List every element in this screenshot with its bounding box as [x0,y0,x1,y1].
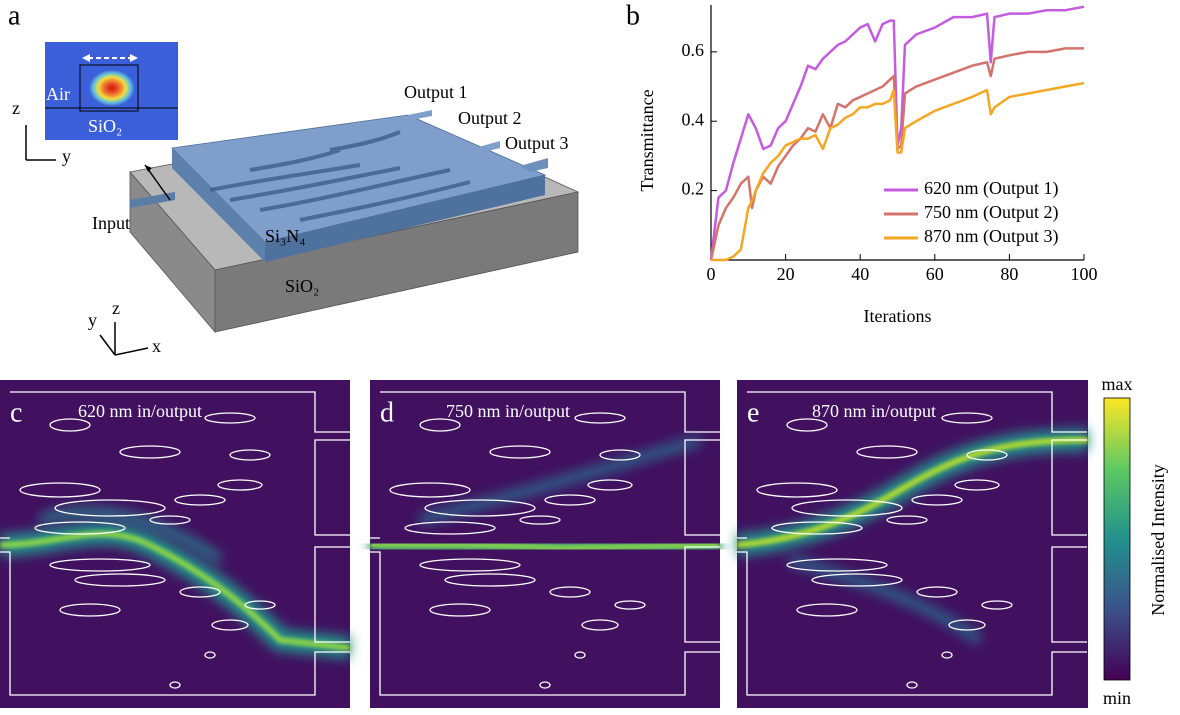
page-body: { "panel_a": { "label": "a", "inset": {"… [0,0,1180,715]
axis-glyph [100,322,148,355]
panel-title: 620 nm in/output [78,401,202,421]
port-label: Input [92,213,130,233]
x-tick-label: 40 [851,264,869,284]
colorbar-label: min [1103,688,1131,708]
colorbar [1104,398,1130,680]
port-label: Output 3 [505,133,569,153]
legend-label: 870 nm (Output 3) [924,226,1059,247]
field-map [0,380,350,708]
line-chart: 0.2 0.4 0.6 0 20 40 60 80 100 Iterations Transmitt… [637,5,1097,326]
y-tick-label: 0.4 [682,109,705,129]
port-label: Output 2 [458,108,522,128]
legend-label: 750 nm (Output 2) [924,202,1059,223]
material-label: Si₃N₄ [265,226,306,246]
x-tick-label: 20 [777,264,795,284]
y-tick-label: 0.2 [682,179,705,199]
panel-letter: a [8,0,21,31]
panel-letter: c [10,397,22,428]
y-tick-label: 0.6 [682,40,705,60]
x-tick-label: 100 [1071,264,1098,284]
field-map [370,380,720,708]
axis-glyph-label: y [88,310,97,330]
colorbar-title: Normalised Intensity [1148,464,1168,615]
figure: a Air SiO₂ z y Output 1 Output 2 Output … [0,0,1180,715]
panel-letter: e [747,397,759,428]
axis-glyph-label: y [62,146,71,166]
panel-title: 870 nm in/output [812,401,936,421]
inset-label: Air [46,84,70,104]
colorbar-label: max [1102,374,1133,394]
field-map [737,380,1088,708]
inset-label: SiO₂ [88,116,122,136]
page: Figure html, body { margin: 0; padding: … [0,0,1180,715]
panel-letter: b [626,0,640,31]
x-tick-label: 80 [1000,264,1018,284]
y-axis-label: Transmittance [637,89,657,191]
axis-glyph-label: z [112,298,120,318]
legend-label: 620 nm (Output 1) [924,178,1059,199]
axis-glyph-label: x [152,336,161,356]
material-label: SiO₂ [285,276,319,296]
port-label: Output 1 [404,82,468,102]
panel-letter: d [380,397,394,428]
axis-glyph-label: z [12,98,20,118]
x-tick-label: 60 [926,264,944,284]
x-tick-label: 0 [707,264,716,284]
panel-title: 750 nm in/output [446,401,570,421]
x-axis-label: Iterations [864,306,932,326]
